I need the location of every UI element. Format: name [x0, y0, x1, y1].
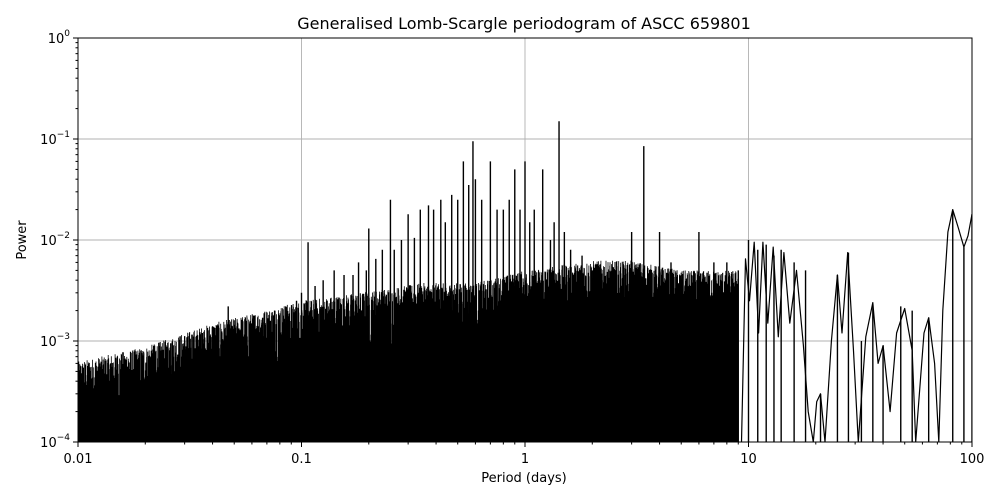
- y-tick-exponent: −3: [57, 332, 70, 342]
- y-axis-label: Power: [15, 220, 30, 260]
- y-tick-exponent: 0: [64, 29, 70, 39]
- chart-title: Generalised Lomb-Scargle periodogram of …: [297, 14, 751, 33]
- y-tick-label-4: 100: [48, 29, 71, 47]
- y-tick-label-3: 10−1: [40, 130, 70, 148]
- series-layer: [78, 121, 972, 442]
- periodogram-low-frequency-line: [740, 209, 972, 442]
- y-tick-exponent: −2: [57, 231, 70, 241]
- x-tick-label-1: 0.1: [291, 452, 312, 467]
- y-tick-base: 10: [40, 234, 57, 249]
- x-tick-label-2: 1: [521, 452, 529, 467]
- y-tick-label-0: 10−4: [40, 433, 70, 451]
- y-tick-exponent: −1: [57, 130, 70, 140]
- y-tick-base: 10: [40, 436, 57, 451]
- y-tick-base: 10: [40, 335, 57, 350]
- y-tick-base: 10: [40, 133, 57, 148]
- x-tick-label-3: 10: [740, 452, 757, 467]
- x-tick-label-0: 0.01: [64, 452, 93, 467]
- x-axis-label: Period (days): [481, 471, 567, 486]
- y-tick-exponent: −4: [57, 433, 71, 443]
- y-tick-label-2: 10−2: [40, 231, 70, 249]
- x-tick-label-4: 100: [960, 452, 985, 467]
- y-tick-base: 10: [48, 32, 65, 47]
- y-tick-label-1: 10−3: [40, 332, 70, 350]
